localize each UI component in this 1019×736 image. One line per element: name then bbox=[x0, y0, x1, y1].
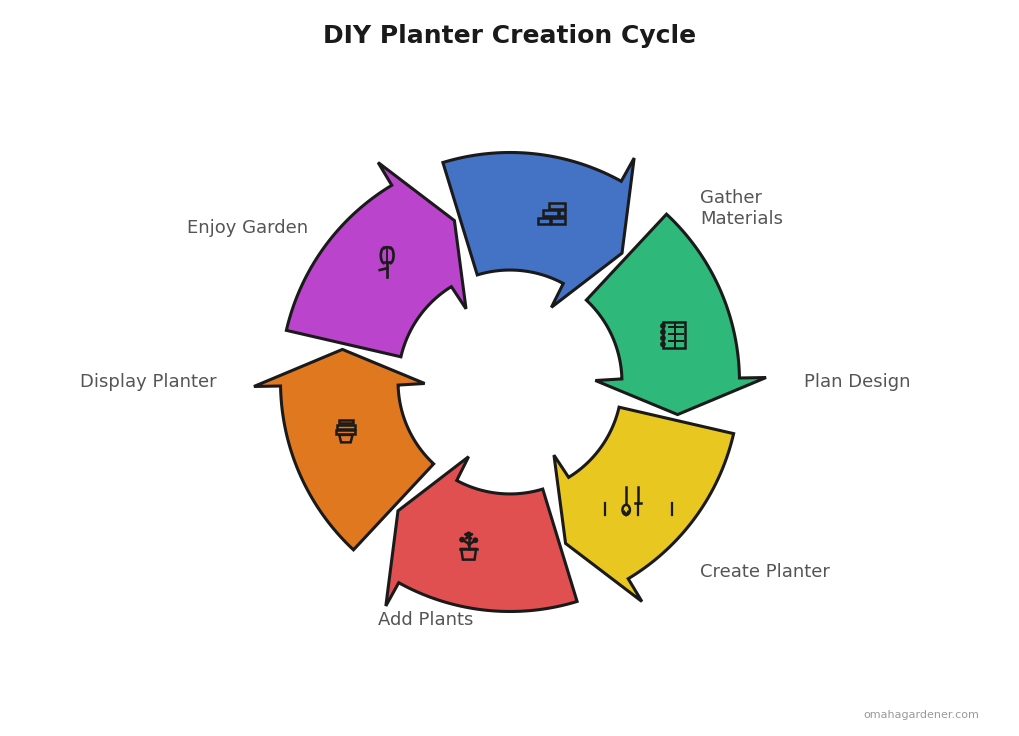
Polygon shape bbox=[442, 152, 634, 308]
Polygon shape bbox=[385, 456, 577, 612]
Text: Display Planter: Display Planter bbox=[79, 373, 216, 391]
Text: Add Plants: Add Plants bbox=[378, 611, 473, 629]
Text: Create Planter: Create Planter bbox=[700, 563, 829, 581]
Bar bbox=[558, 210, 565, 216]
Bar bbox=[337, 425, 355, 428]
Text: Plan Design: Plan Design bbox=[803, 373, 910, 391]
Bar bbox=[537, 218, 549, 224]
Bar bbox=[550, 218, 565, 224]
Bar bbox=[543, 210, 557, 216]
Polygon shape bbox=[286, 163, 466, 357]
Bar bbox=[548, 203, 565, 209]
Text: omahagardener.com: omahagardener.com bbox=[862, 710, 978, 720]
Text: Enjoy Garden: Enjoy Garden bbox=[187, 219, 308, 237]
Text: Gather
Materials: Gather Materials bbox=[700, 189, 783, 228]
Polygon shape bbox=[586, 214, 765, 414]
Text: DIY Planter Creation Cycle: DIY Planter Creation Cycle bbox=[323, 24, 696, 48]
Polygon shape bbox=[553, 407, 733, 601]
Polygon shape bbox=[254, 350, 433, 550]
Bar bbox=[336, 431, 355, 434]
Bar bbox=[338, 420, 353, 423]
